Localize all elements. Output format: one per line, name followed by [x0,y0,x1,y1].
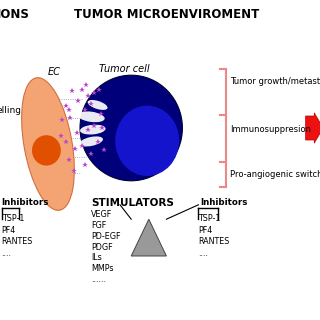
Ellipse shape [79,136,103,147]
Text: IONS: IONS [0,8,30,21]
Text: Tumor cell: Tumor cell [100,64,150,74]
Text: VEGF: VEGF [91,210,112,219]
Text: EC: EC [48,67,61,77]
Text: ILs: ILs [91,253,102,262]
Text: STIMULATORS: STIMULATORS [91,197,174,208]
Polygon shape [131,219,166,256]
Text: ....: .... [198,249,208,258]
Ellipse shape [80,75,182,181]
Text: TSP-1: TSP-1 [198,214,221,223]
Text: RANTES: RANTES [2,237,33,246]
Ellipse shape [80,125,106,134]
Text: PDGF: PDGF [91,243,113,252]
Ellipse shape [32,135,61,166]
Text: elling: elling [0,106,22,115]
Text: Pro-angiogenic switch: Pro-angiogenic switch [230,170,320,179]
Ellipse shape [88,100,108,110]
Text: PF4: PF4 [2,226,16,235]
FancyArrow shape [306,113,320,143]
Text: ....: .... [2,249,12,258]
Ellipse shape [78,111,105,122]
Text: ......: ...... [91,275,106,284]
Text: Inhibitors: Inhibitors [2,198,49,207]
Text: PD-EGF: PD-EGF [91,232,121,241]
Text: MMPs: MMPs [91,264,114,273]
Text: Inhibitors: Inhibitors [200,198,247,207]
Text: PF4: PF4 [198,226,213,235]
Text: FGF: FGF [91,221,107,230]
Text: TSP-1: TSP-1 [2,214,24,223]
Text: Immunosuppresion: Immunosuppresion [230,125,311,134]
Text: TUMOR MICROENVIROMENT: TUMOR MICROENVIROMENT [74,8,259,21]
Text: RANTES: RANTES [198,237,230,246]
Text: Tumor growth/metastasis: Tumor growth/metastasis [230,77,320,86]
Ellipse shape [22,78,74,210]
Ellipse shape [115,106,179,176]
